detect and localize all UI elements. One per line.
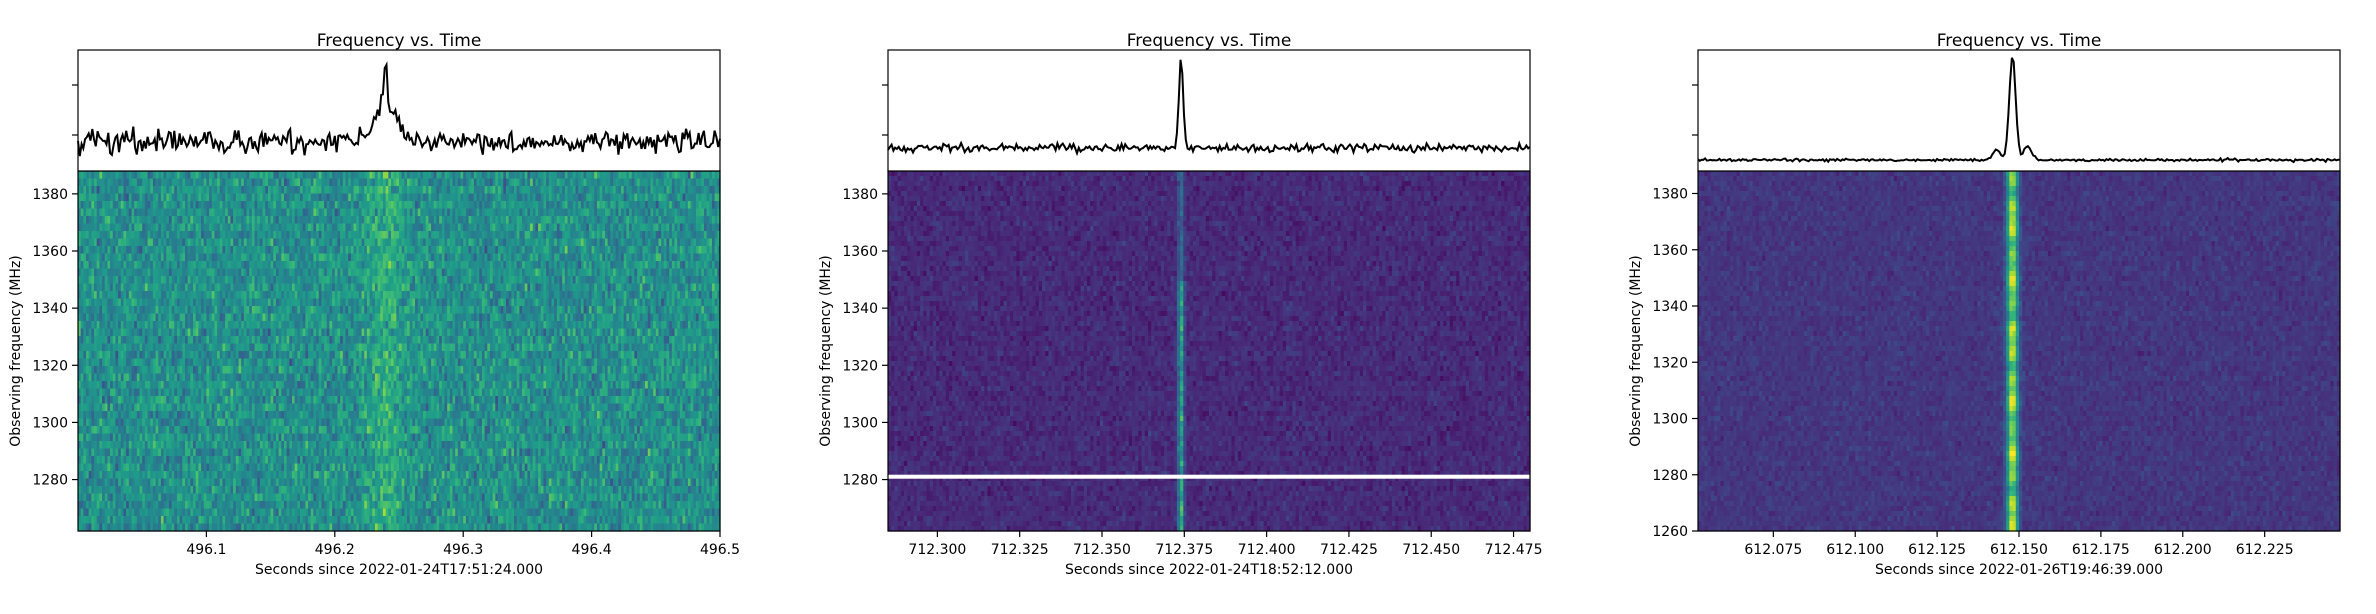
waterfall-heatmap-1 <box>78 171 721 532</box>
y-axis-label-2: Observing frequency (MHz) <box>818 255 834 447</box>
x-axis-label-2: Seconds since 2022-01-24T18:52:12.000 <box>1065 562 1353 578</box>
x-tick-label: 712.375 <box>1155 542 1213 558</box>
y-tick-label: 1280 <box>32 473 68 489</box>
x-tick-label: 712.350 <box>1073 542 1131 558</box>
y-tick-label: 1280 <box>1652 468 1688 484</box>
profile-line-2 <box>887 59 1531 157</box>
x-tick-label: 496.2 <box>315 542 355 558</box>
chart-title-2: Frequency vs. Time <box>1127 31 1292 51</box>
y-tick-label: 1320 <box>32 358 68 374</box>
x-tick-label: 612.150 <box>1990 542 2048 558</box>
y-tick-label: 1360 <box>1652 243 1688 259</box>
y-tick-label: 1340 <box>1652 299 1688 315</box>
y-tick-label: 1320 <box>842 358 878 374</box>
y-tick-label: 1300 <box>842 415 878 431</box>
x-tick-label: 612.200 <box>2154 542 2212 558</box>
x-tick-label: 712.475 <box>1485 542 1543 558</box>
x-tick-label: 712.450 <box>1402 542 1460 558</box>
y-tick-label: 1280 <box>842 473 878 489</box>
y-tick-label: 1380 <box>842 187 878 203</box>
chart-title-3: Frequency vs. Time <box>1937 31 2102 51</box>
profile-frame-1 <box>77 49 721 172</box>
y-axis-label-1: Observing frequency (MHz) <box>8 255 24 447</box>
y-tick-label: 1340 <box>842 301 878 317</box>
y-tick-label: 1380 <box>1652 187 1688 203</box>
x-tick-label: 612.175 <box>2072 542 2130 558</box>
x-axis-label-1: Seconds since 2022-01-24T17:51:24.000 <box>255 562 543 578</box>
y-tick-label: 1320 <box>1652 355 1688 371</box>
panel-2: Frequency vs. Time 712.300 712.325 712.350 7… <box>818 31 1542 578</box>
x-tick-label: 712.300 <box>908 542 966 558</box>
profile-frame-2 <box>887 49 1531 172</box>
y-tick-label: 1360 <box>32 244 68 260</box>
profile-line-1 <box>77 61 721 157</box>
waterfall-heatmap-2 <box>888 171 1531 532</box>
x-axis-label-3: Seconds since 2022-01-26T19:46:39.000 <box>1875 562 2163 578</box>
panel-1: Frequency vs. Time 496.1 496.2 496.3 496.4 49… <box>8 31 740 578</box>
y-tick-label: 1300 <box>1652 412 1688 428</box>
profile-frame-3 <box>1697 49 2341 172</box>
chart-title-1: Frequency vs. Time <box>317 31 482 51</box>
x-tick-label: 612.225 <box>2236 542 2294 558</box>
y-axis-label-3: Observing frequency (MHz) <box>1628 255 1644 447</box>
y-tick-label: 1360 <box>842 244 878 260</box>
x-tick-label: 712.325 <box>991 542 1049 558</box>
x-tick-label: 612.125 <box>1908 542 1966 558</box>
x-tick-label: 496.1 <box>186 542 226 558</box>
profile-line-3 <box>1697 57 2340 164</box>
y-tick-label: 1380 <box>32 187 68 203</box>
y-tick-label: 1300 <box>32 415 68 431</box>
x-tick-label: 612.100 <box>1826 542 1884 558</box>
masked-channel-2 <box>888 474 1530 479</box>
panel-3: Frequency vs. Time 612.075 612.100 612.125 6… <box>1628 31 2341 578</box>
y-tick-label: 1260 <box>1652 524 1688 540</box>
x-tick-label: 712.425 <box>1320 542 1378 558</box>
x-tick-label: 496.5 <box>700 542 740 558</box>
x-tick-label: 496.4 <box>572 542 612 558</box>
y-tick-label: 1340 <box>32 301 68 317</box>
x-tick-label: 496.3 <box>443 542 483 558</box>
x-tick-label: 612.075 <box>1744 542 1802 558</box>
x-tick-label: 712.400 <box>1238 542 1296 558</box>
waterfall-heatmap-3 <box>1698 171 2341 532</box>
